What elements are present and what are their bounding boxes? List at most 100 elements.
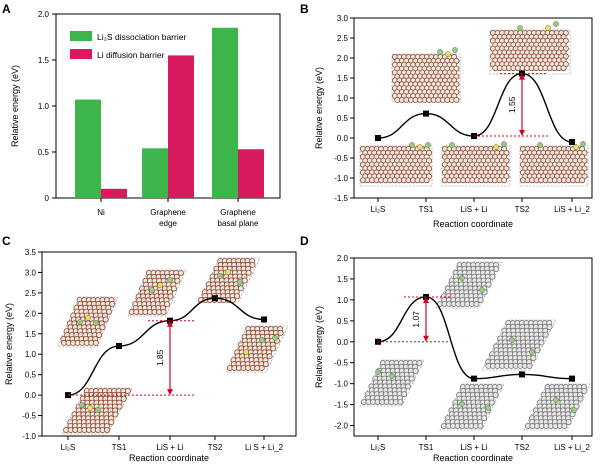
data-point xyxy=(519,371,525,378)
y-tick-label: 2.0 xyxy=(38,10,50,19)
x-tick-label: LiS + Li_2 xyxy=(554,205,590,214)
data-point xyxy=(261,316,267,323)
structure-ts2-thumbnail xyxy=(197,257,261,303)
y-tick-label: 1.0 xyxy=(25,350,37,359)
structure-lis-li2-thumbnail xyxy=(523,383,591,431)
barrier-arrowhead-bottom xyxy=(167,389,173,396)
data-point xyxy=(569,139,575,145)
li-atom xyxy=(217,273,223,279)
y-tick-label: 1.0 xyxy=(337,94,349,103)
li-atom xyxy=(389,373,395,379)
y-tick-label: -1.5 xyxy=(334,194,348,203)
y-tick-label: 0 xyxy=(45,194,50,203)
structure-lis-li-thumbnail xyxy=(127,269,187,317)
y-tick-label: 3.5 xyxy=(25,248,37,257)
structure-ts2-thumbnail xyxy=(489,29,571,75)
data-point xyxy=(212,295,218,302)
x-tick-label: LiS + Li xyxy=(461,205,488,214)
li-atom xyxy=(485,405,491,411)
x-tick-label: Graphene xyxy=(150,208,186,217)
y-tick-label: -0.5 xyxy=(334,154,348,163)
y-tick-label: 0.5 xyxy=(25,371,37,380)
panel-d: D -2.0 -1.5 -1.0 -0.5 0.0 0.5 1.0 1.5 2.0 Li₂S TS1… xyxy=(300,234,593,463)
y-tick-label: 2.0 xyxy=(25,309,37,318)
y-tick-label: 0.0 xyxy=(337,134,349,143)
li-atom xyxy=(93,320,99,326)
y-tick-label: 0.0 xyxy=(337,338,349,347)
y-tick-label: -2.0 xyxy=(334,422,348,431)
li-atom xyxy=(501,141,507,147)
li-atom xyxy=(452,47,458,53)
sulfur-atom xyxy=(225,269,231,275)
x-tick-label: LiS + Li xyxy=(461,443,488,452)
x-tick-label: Graphene xyxy=(220,208,256,217)
legend-label-diffusion: Li diffusion barrier xyxy=(97,50,165,60)
x-tick-label: TS1 xyxy=(419,205,434,214)
panel-letter-a: A xyxy=(2,2,11,16)
li-atom xyxy=(479,287,485,293)
y-axis-label: Relative energy (eV) xyxy=(314,306,324,388)
panel-letter-d: D xyxy=(300,234,309,248)
li-atom xyxy=(375,369,381,375)
barrier-arrowhead-top xyxy=(167,320,173,327)
li-atom xyxy=(149,287,155,293)
li-atom xyxy=(459,401,465,407)
li-atom xyxy=(529,349,535,355)
bar-dissociation xyxy=(212,27,238,198)
sulfur-atom xyxy=(545,25,551,31)
bar-dissociation xyxy=(75,99,101,198)
x-axis-label: Reaction coordinate xyxy=(433,219,513,229)
data-point xyxy=(471,375,477,382)
li-atom xyxy=(272,335,278,341)
bar-diffusion xyxy=(238,149,264,198)
li-atom xyxy=(449,142,455,148)
y-axis-label: Relative energy (eV) xyxy=(10,65,20,147)
structure-li2s-thumbnail xyxy=(61,387,133,435)
x-tick-label: Li S + Li_2 xyxy=(245,443,284,452)
x-axis-label: Reaction coordinate xyxy=(433,453,513,463)
li-atom xyxy=(437,49,443,55)
y-tick-label: 3.0 xyxy=(25,268,37,277)
y-tick-label: 1.5 xyxy=(337,74,349,83)
panel-letter-b: B xyxy=(300,2,309,16)
li-atom xyxy=(580,141,586,147)
bar-diffusion xyxy=(101,188,127,198)
y-tick-label: 0.5 xyxy=(337,317,349,326)
sulfur-atom xyxy=(243,349,249,355)
y-tick-label: 0.0 xyxy=(25,391,37,400)
legend-label-dissociation: Li₂S dissociation barrier xyxy=(97,32,186,42)
barrier-arrowhead-bottom xyxy=(423,335,429,342)
structure-ts1-thumbnail xyxy=(391,53,461,103)
x-tick-label: Li₂S xyxy=(61,443,76,452)
bar-dissociation xyxy=(142,148,168,198)
structure-lis-li-thumbnail xyxy=(441,145,511,187)
structure-ts2-thumbnail xyxy=(481,319,557,371)
data-point xyxy=(423,110,429,117)
data-point xyxy=(116,343,122,350)
panel-b: B -1.5 -1.0 -0.5 0.0 0.5 1.0 1.5 2.0 2.5 3.0 Li₂S T… xyxy=(300,2,593,229)
y-tick-label: 1.5 xyxy=(25,330,37,339)
energy-profile-line xyxy=(377,72,573,143)
x-tick-label: TS1 xyxy=(112,443,127,452)
li-atom xyxy=(259,337,265,343)
y-tick-label: 2.5 xyxy=(337,34,349,43)
x-axis-label: Reaction coordinate xyxy=(129,453,209,463)
energy-profile-line xyxy=(377,296,573,380)
li-atom xyxy=(167,277,173,283)
legend-swatch-diffusion xyxy=(70,49,92,59)
sulfur-atom xyxy=(445,51,451,57)
y-tick-label: 1.0 xyxy=(337,296,349,305)
y-axis-label: Relative energy (eV) xyxy=(4,303,14,385)
li-atom xyxy=(425,142,431,148)
sulfur-atom xyxy=(493,144,499,150)
li-atom xyxy=(95,407,101,413)
legend-swatch-dissociation xyxy=(70,31,92,41)
barrier-value-label: 1.85 xyxy=(155,349,165,366)
barrier-value-label: 1.55 xyxy=(507,96,517,113)
y-tick-label: 0.5 xyxy=(38,148,50,157)
sulfur-atom xyxy=(573,144,579,150)
barrier-arrowhead-top xyxy=(423,296,429,303)
x-tick-label: Li₂S xyxy=(371,443,386,452)
y-tick-label: 2.5 xyxy=(25,289,37,298)
